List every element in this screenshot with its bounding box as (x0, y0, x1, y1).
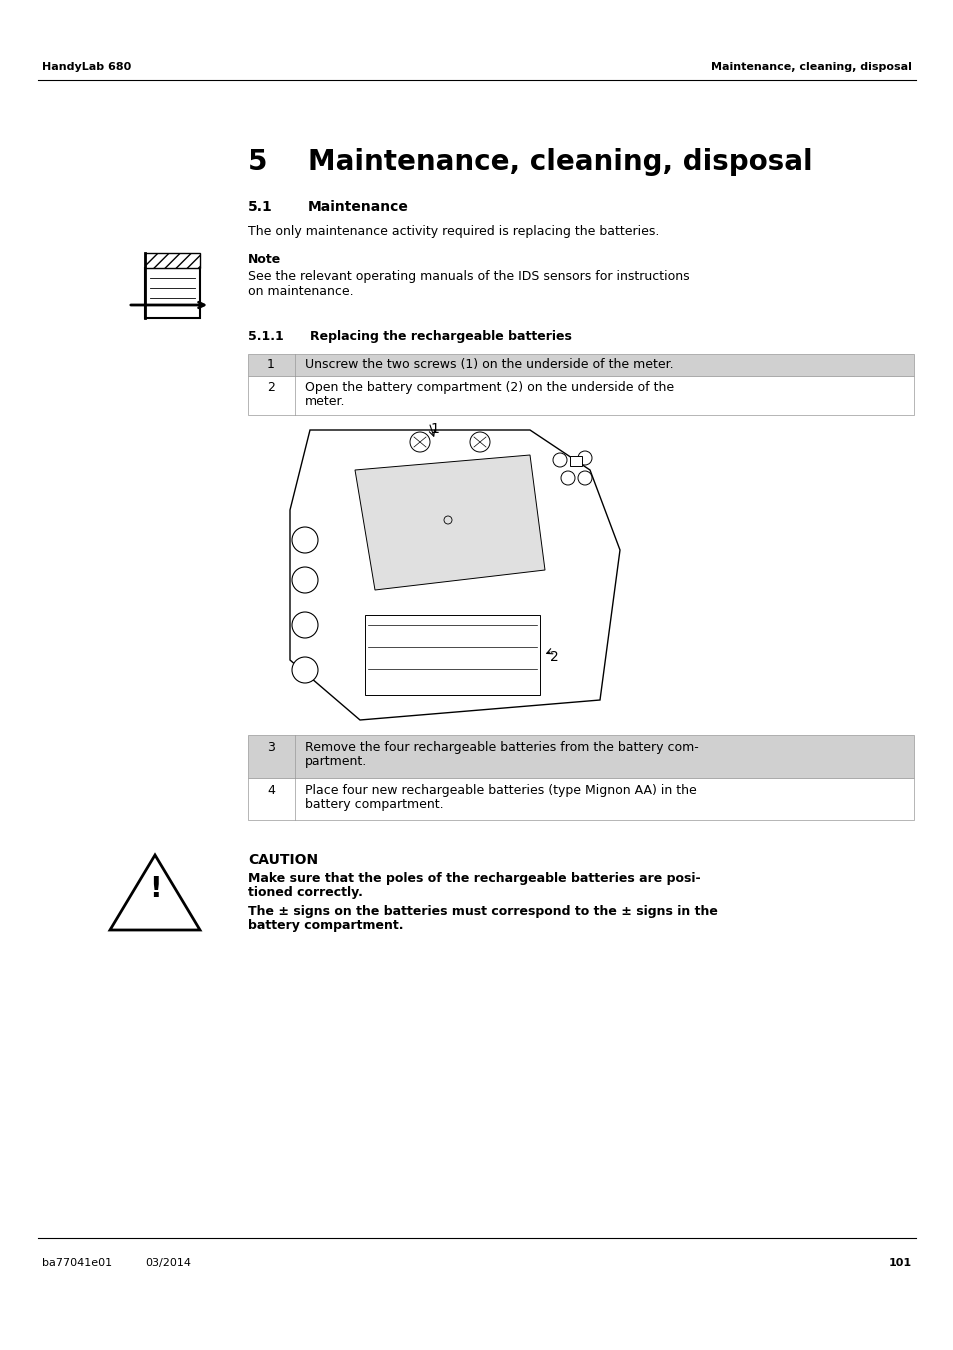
Text: Place four new rechargeable batteries (type Mignon AA) in the: Place four new rechargeable batteries (t… (305, 784, 696, 796)
Text: Note: Note (248, 252, 281, 266)
Text: 5: 5 (248, 148, 267, 176)
Bar (569, 456, 581, 466)
Text: CAUTION: CAUTION (248, 853, 317, 867)
Bar (248, 354, 913, 377)
Text: 1: 1 (267, 358, 274, 371)
Bar (145, 269, 200, 319)
Circle shape (292, 657, 317, 683)
Text: 2: 2 (267, 381, 274, 394)
Circle shape (470, 432, 490, 452)
Text: battery compartment.: battery compartment. (305, 798, 443, 811)
Text: Open the battery compartment (2) on the underside of the: Open the battery compartment (2) on the … (305, 381, 674, 394)
Text: 5.1: 5.1 (248, 200, 273, 215)
Text: 5.1.1: 5.1.1 (248, 329, 283, 343)
Circle shape (553, 454, 566, 467)
Text: 3: 3 (267, 741, 274, 755)
Text: 2: 2 (550, 649, 558, 664)
Circle shape (292, 526, 317, 554)
Polygon shape (110, 855, 200, 930)
Polygon shape (355, 455, 544, 590)
Circle shape (410, 432, 430, 452)
Circle shape (292, 612, 317, 639)
Text: Make sure that the poles of the rechargeable batteries are posi-: Make sure that the poles of the recharge… (248, 872, 700, 886)
Polygon shape (290, 431, 619, 720)
Text: partment.: partment. (305, 755, 367, 768)
Text: Maintenance: Maintenance (308, 200, 409, 215)
Text: Maintenance, cleaning, disposal: Maintenance, cleaning, disposal (710, 62, 911, 72)
Text: Maintenance, cleaning, disposal: Maintenance, cleaning, disposal (308, 148, 812, 176)
Circle shape (292, 567, 317, 593)
Text: Replacing the rechargeable batteries: Replacing the rechargeable batteries (310, 329, 571, 343)
Text: on maintenance.: on maintenance. (248, 285, 354, 298)
Circle shape (578, 451, 592, 464)
Text: The only maintenance activity required is replacing the batteries.: The only maintenance activity required i… (248, 225, 659, 238)
Text: tioned correctly.: tioned correctly. (248, 886, 362, 899)
Bar (248, 734, 913, 778)
Text: Unscrew the two screws (1) on the underside of the meter.: Unscrew the two screws (1) on the unders… (305, 358, 673, 371)
Text: 03/2014: 03/2014 (145, 1258, 191, 1268)
Text: HandyLab 680: HandyLab 680 (42, 62, 132, 72)
Text: 1: 1 (430, 423, 438, 436)
Circle shape (560, 471, 575, 485)
Text: See the relevant operating manuals of the IDS sensors for instructions: See the relevant operating manuals of th… (248, 270, 689, 284)
Text: The ± signs on the batteries must correspond to the ± signs in the: The ± signs on the batteries must corres… (248, 904, 717, 918)
Text: ba77041e01: ba77041e01 (42, 1258, 112, 1268)
Text: !: ! (149, 875, 161, 903)
Text: meter.: meter. (305, 396, 345, 408)
Text: Remove the four rechargeable batteries from the battery com-: Remove the four rechargeable batteries f… (305, 741, 698, 755)
Bar (145, 252, 200, 269)
Polygon shape (365, 616, 539, 695)
Text: battery compartment.: battery compartment. (248, 919, 403, 931)
Circle shape (578, 471, 592, 485)
Text: 4: 4 (267, 784, 274, 796)
Bar (248, 778, 913, 819)
Text: 101: 101 (888, 1258, 911, 1268)
Bar (248, 377, 913, 414)
